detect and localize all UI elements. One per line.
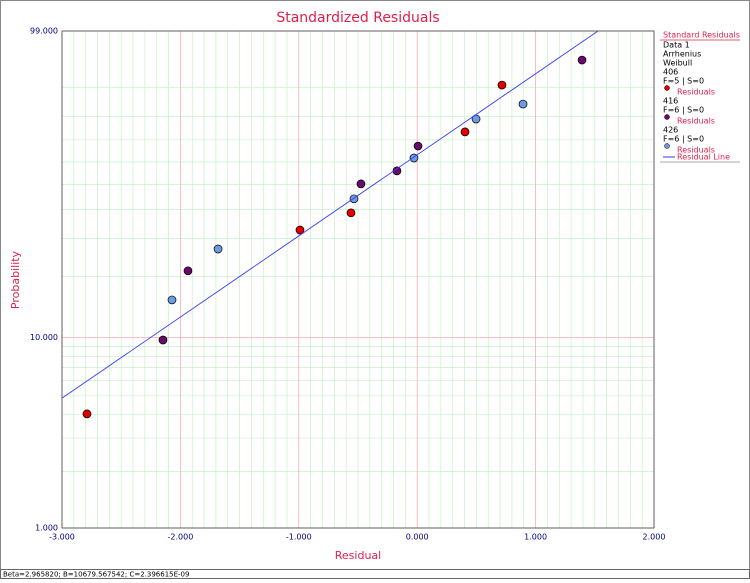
legend-marker (664, 114, 670, 120)
legend-group: 426 (663, 126, 678, 135)
legend-info: F=5 | S=0 (663, 77, 704, 86)
legend-marker (664, 143, 670, 149)
chart-title: Standardized Residuals (276, 10, 439, 26)
residual-line (61, 30, 599, 399)
legend-group: 406 (663, 68, 678, 77)
legend-title: Standard Residuals (663, 31, 740, 40)
data-point (167, 295, 177, 305)
plot-frame (61, 30, 655, 529)
legend-entry: Residuals (677, 146, 715, 155)
footer: Beta=2.965820; B=10679.567542; C=2.39661… (3, 571, 189, 579)
legend-group: 416 (663, 97, 678, 106)
legend-entry: Residual Line (677, 153, 730, 162)
data-point (346, 208, 356, 218)
data-point (183, 266, 193, 276)
data-point (392, 166, 402, 176)
x-tick-label: -2.000 (168, 533, 194, 542)
data-point (518, 99, 528, 109)
x-tick-label: -3.000 (49, 533, 75, 542)
x-tick-label: 0.000 (406, 533, 429, 542)
legend-text: Data 1 (663, 41, 690, 50)
data-point (460, 127, 470, 137)
legend-info: F=6 | S=0 (663, 135, 704, 144)
y-axis-label: Probability (9, 250, 22, 309)
data-point (356, 179, 366, 189)
data-point (577, 55, 587, 65)
x-tick-label: 2.000 (643, 533, 666, 542)
data-point (295, 225, 305, 235)
legend-entry: Residuals (677, 88, 715, 97)
legend-text: Weibull (663, 59, 692, 68)
data-point (158, 335, 168, 345)
legend-marker (664, 85, 670, 91)
x-tick-label: 1.000 (524, 533, 547, 542)
x-axis-label: Residual (335, 549, 381, 562)
data-point (213, 244, 223, 254)
x-tick-label: -1.000 (286, 533, 312, 542)
data-point (82, 409, 92, 419)
legend-entry: Residuals (677, 117, 715, 126)
data-point (413, 141, 423, 151)
legend-info: F=6 | S=0 (663, 106, 704, 115)
y-tick-label: 10.000 (30, 333, 58, 342)
data-point (497, 80, 507, 90)
legend-text: Arrhenius (663, 50, 701, 59)
y-tick-label: 1.000 (35, 524, 58, 533)
y-tick-label: 99.000 (30, 27, 58, 36)
